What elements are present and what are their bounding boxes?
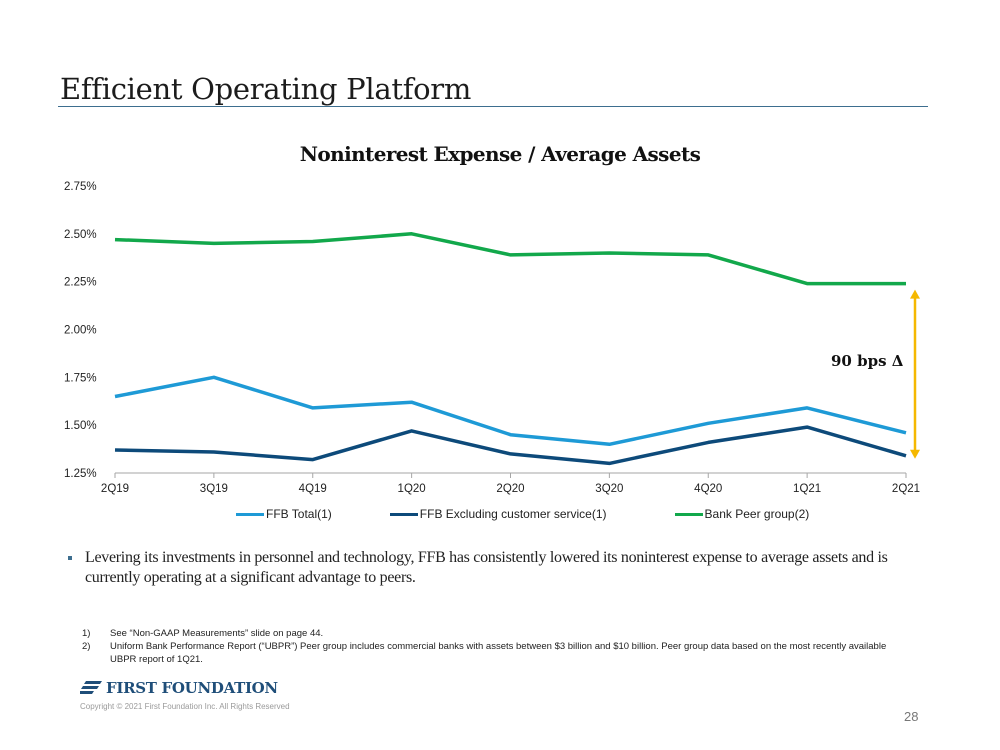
- title-divider: [58, 106, 928, 107]
- x-tick-label: 2Q20: [496, 483, 524, 495]
- legend-label: Bank Peer group(2): [704, 507, 810, 521]
- y-tick-label: 1.75%: [64, 372, 97, 384]
- y-tick-label: 2.00%: [64, 325, 97, 337]
- x-tick-label: 1Q21: [793, 483, 821, 495]
- bullet-icon: [68, 556, 72, 560]
- y-tick-label: 2.50%: [64, 229, 97, 241]
- x-tick-label: 2Q21: [892, 483, 920, 495]
- legend-item-ffb-total: FFB Total(1): [236, 507, 332, 521]
- legend-label: FFB Excluding customer service(1): [419, 507, 607, 521]
- series-line-ffb-excluding-customer-service: [114, 425, 907, 466]
- footnote: 1) See “Non-GAAP Measurements” slide on …: [82, 627, 912, 640]
- delta-arrow-head-up: [910, 289, 920, 299]
- footnote-text: Uniform Bank Performance Report (“UBPR”)…: [110, 641, 887, 665]
- legend-item-ffb-excluding: FFB Excluding customer service(1): [389, 507, 607, 521]
- legend-label: FFB Total(1): [266, 507, 332, 521]
- footnotes: 1) See “Non-GAAP Measurements” slide on …: [82, 627, 912, 666]
- series-line-bank-peer-group: [114, 232, 906, 286]
- footnote: 2) Uniform Bank Performance Report (“UBP…: [82, 640, 912, 666]
- x-tick-label: 4Q20: [694, 483, 722, 495]
- legend-swatch: [389, 512, 418, 516]
- bullet-text: Levering its investments in personnel an…: [85, 549, 888, 586]
- x-tick-label: 3Q20: [595, 483, 623, 495]
- delta-arrow-head-down: [910, 449, 920, 459]
- legend-swatch: [674, 512, 703, 516]
- logo-icon: [80, 681, 102, 694]
- y-tick-label: 2.25%: [64, 277, 97, 289]
- y-tick-label: 1.50%: [64, 420, 97, 432]
- chart-legend: FFB Total(1) FFB Excluding customer serv…: [236, 507, 849, 521]
- logo-text: FIRST FOUNDATION: [106, 679, 278, 697]
- footnote-number: 2): [82, 641, 91, 652]
- chart-title: Noninterest Expense / Average Assets: [299, 142, 701, 166]
- x-tick-label: 4Q19: [299, 483, 327, 495]
- x-tick-label: 1Q20: [398, 483, 426, 495]
- copyright-text: Copyright © 2021 First Foundation Inc. A…: [80, 702, 290, 711]
- x-tick-label: 3Q19: [200, 483, 228, 495]
- bullet-point: Levering its investments in personnel an…: [68, 548, 888, 588]
- legend-swatch: [236, 512, 264, 516]
- page-number: 28: [904, 709, 919, 724]
- y-tick-label: 1.25%: [64, 468, 97, 480]
- footnote-text: See “Non-GAAP Measurements” slide on pag…: [110, 628, 324, 639]
- delta-annotation: 90 bps Δ: [831, 352, 904, 370]
- series-line-ffb-total: [114, 375, 907, 447]
- x-tick-label: 2Q19: [101, 483, 129, 495]
- legend-item-bank-peer: Bank Peer group(2): [674, 507, 810, 521]
- footnote-number: 1): [82, 628, 91, 639]
- y-tick-label: 2.75%: [64, 181, 97, 193]
- company-logo: FIRST FOUNDATION: [80, 679, 278, 697]
- page-title: Efficient Operating Platform: [60, 72, 472, 106]
